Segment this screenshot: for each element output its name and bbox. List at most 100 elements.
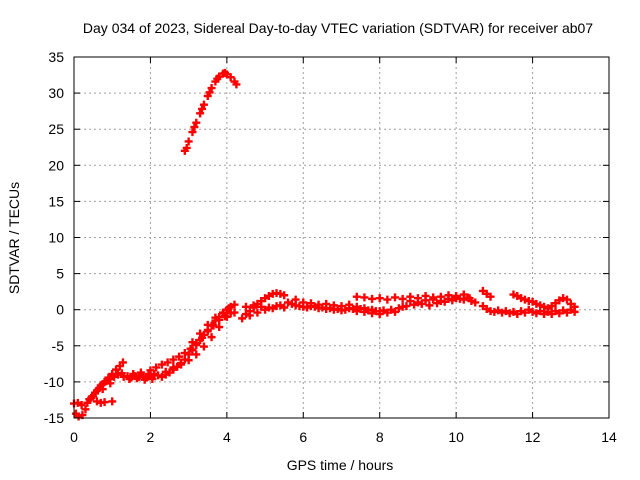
data-point <box>188 338 197 347</box>
data-point <box>337 302 346 311</box>
data-point <box>205 88 214 97</box>
grid <box>74 57 609 418</box>
data-points <box>70 68 579 421</box>
data-point <box>211 313 220 322</box>
x-axis-label: GPS time / hours <box>287 457 394 473</box>
data-point <box>129 369 138 378</box>
data-point <box>425 301 434 310</box>
data-point <box>245 311 254 320</box>
data-point <box>125 375 134 384</box>
data-point <box>280 291 289 300</box>
data-point <box>161 367 170 376</box>
data-point <box>81 405 90 414</box>
data-point <box>177 360 185 369</box>
data-point <box>215 323 224 332</box>
data-point <box>77 401 86 410</box>
data-point <box>188 128 197 137</box>
data-point <box>199 342 208 351</box>
data-point <box>562 295 571 304</box>
x-tick-label: 6 <box>299 429 307 445</box>
data-point <box>199 100 208 109</box>
data-point <box>207 84 216 93</box>
data-point <box>368 294 377 303</box>
y-tick-label: 35 <box>48 49 64 65</box>
data-point <box>459 295 468 304</box>
data-point <box>192 118 201 127</box>
data-point <box>421 296 430 305</box>
y-tick-label: 0 <box>56 302 64 318</box>
data-point <box>175 352 184 361</box>
data-point <box>213 74 222 83</box>
data-point <box>322 299 331 308</box>
data-point <box>314 300 323 309</box>
data-point <box>230 308 239 317</box>
y-tick-label: -15 <box>44 410 64 426</box>
data-point <box>91 389 100 398</box>
data-point <box>375 294 384 303</box>
data-point <box>148 375 157 384</box>
y-tick-label: 30 <box>48 85 64 101</box>
data-point <box>413 298 422 307</box>
data-point <box>291 295 300 304</box>
data-point <box>169 363 178 372</box>
data-point <box>203 320 212 329</box>
data-point <box>352 292 361 301</box>
data-point <box>402 302 411 311</box>
data-point <box>329 301 338 310</box>
data-point <box>230 300 239 309</box>
data-point <box>383 295 392 304</box>
data-point <box>261 305 270 314</box>
data-point <box>249 301 258 310</box>
data-point <box>85 395 94 404</box>
data-point <box>238 314 247 323</box>
data-point <box>192 350 201 359</box>
data-point <box>465 294 474 303</box>
data-point <box>299 298 308 307</box>
data-point <box>429 295 438 304</box>
data-point <box>108 369 117 378</box>
y-tick-label: 5 <box>56 266 64 282</box>
data-point <box>190 123 199 132</box>
y-tick-label: 15 <box>48 193 64 209</box>
data-point <box>198 333 207 342</box>
data-point <box>444 294 453 303</box>
data-point <box>136 368 145 377</box>
y-tick-label: -5 <box>52 338 65 354</box>
data-point <box>100 377 109 386</box>
data-point <box>140 375 149 384</box>
x-tick-label: 8 <box>376 429 384 445</box>
data-point <box>157 360 166 369</box>
y-tick-label: 10 <box>48 230 64 246</box>
data-point <box>486 292 495 301</box>
data-point <box>452 294 461 303</box>
data-point <box>184 356 193 365</box>
data-point <box>207 333 216 342</box>
data-point <box>566 299 575 308</box>
data-point <box>106 379 115 388</box>
y-tick-label: 25 <box>48 121 64 137</box>
data-point <box>345 300 354 309</box>
data-point <box>219 308 228 317</box>
y-tick-label: 20 <box>48 157 64 173</box>
x-axis: 0 2 4 6 8 10 12 14 <box>70 57 617 445</box>
data-point <box>306 299 315 308</box>
data-point <box>180 349 189 358</box>
data-point <box>108 397 117 406</box>
data-point <box>222 312 231 321</box>
y-axis: -15 -10 -5 0 5 10 15 20 25 30 35 <box>44 49 609 426</box>
x-tick-label: 12 <box>525 429 541 445</box>
data-point <box>232 80 241 89</box>
data-point <box>98 385 107 394</box>
data-point <box>224 304 233 313</box>
data-point <box>398 294 407 303</box>
data-point <box>471 298 480 307</box>
x-tick-label: 2 <box>147 429 155 445</box>
data-point <box>146 366 155 375</box>
x-tick-label: 4 <box>223 429 231 445</box>
data-point <box>391 293 399 302</box>
data-point <box>198 104 207 113</box>
data-point <box>163 358 172 367</box>
data-point <box>118 358 127 367</box>
data-point <box>182 143 191 152</box>
y-tick-label: -10 <box>44 374 64 390</box>
